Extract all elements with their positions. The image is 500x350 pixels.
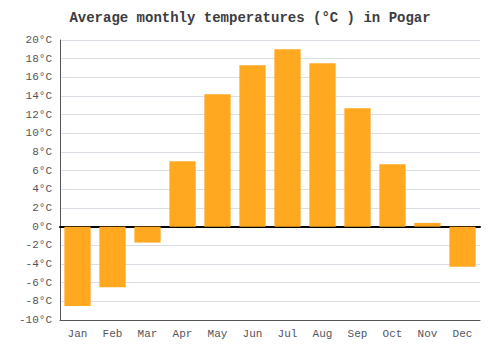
svg-text:10°C: 10°C (26, 127, 53, 139)
svg-text:14°C: 14°C (26, 90, 53, 102)
svg-text:Dec: Dec (453, 328, 473, 340)
svg-text:16°C: 16°C (26, 71, 53, 83)
svg-text:Jun: Jun (243, 328, 263, 340)
svg-text:-10°C: -10°C (19, 314, 52, 326)
svg-text:May: May (208, 328, 228, 340)
svg-text:-8°C: -8°C (26, 295, 53, 307)
svg-text:-4°C: -4°C (26, 258, 53, 270)
svg-text:Nov: Nov (418, 328, 438, 340)
svg-text:8°C: 8°C (32, 146, 52, 158)
svg-text:12°C: 12°C (26, 109, 53, 121)
svg-text:Oct: Oct (383, 328, 403, 340)
svg-text:0°C: 0°C (32, 221, 52, 233)
svg-text:Sep: Sep (348, 328, 368, 340)
svg-text:18°C: 18°C (26, 53, 53, 65)
svg-text:Average monthly temperatures (: Average monthly temperatures (°C ) in Po… (69, 10, 430, 26)
svg-text:Aug: Aug (313, 328, 333, 340)
svg-text:2°C: 2°C (32, 202, 52, 214)
svg-text:-2°C: -2°C (26, 239, 53, 251)
svg-text:Jan: Jan (68, 328, 88, 340)
svg-text:Mar: Mar (138, 328, 158, 340)
svg-text:Jul: Jul (278, 328, 298, 340)
svg-text:6°C: 6°C (32, 165, 52, 177)
svg-text:Feb: Feb (103, 328, 123, 340)
svg-text:-6°C: -6°C (26, 277, 53, 289)
svg-text:20°C: 20°C (26, 34, 53, 46)
svg-text:Apr: Apr (173, 328, 193, 340)
svg-text:4°C: 4°C (32, 183, 52, 195)
